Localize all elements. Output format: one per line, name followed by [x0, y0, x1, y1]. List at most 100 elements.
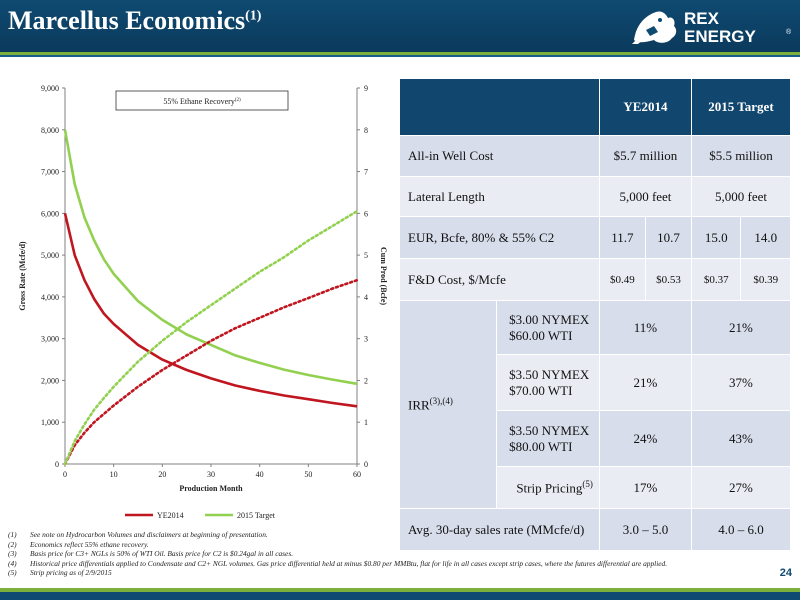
- table-header-blank: [399, 78, 600, 136]
- y2-tick-label: 9: [364, 84, 368, 93]
- y2-tick-label: 4: [364, 293, 368, 302]
- y2-axis-title: Cum Prod (Bcfe): [379, 247, 388, 305]
- x-tick-label: 50: [304, 470, 312, 479]
- row-label: All-in Well Cost: [399, 135, 600, 177]
- table-row-irr-2: $3.50 NYMEX $70.00 WTI 21% 37%: [400, 354, 792, 411]
- y-tick-label: 8,000: [41, 126, 59, 135]
- y-tick-label: 3,000: [41, 335, 59, 344]
- legend-label: 2015 Target: [237, 511, 276, 520]
- cell-target: 4.0 – 6.0: [690, 508, 792, 551]
- footnote: (3) Basis price for C3+ NGLs is 50% of WT…: [8, 549, 294, 559]
- x-tick-label: 40: [256, 470, 264, 479]
- cell-eur-target-55: 14.0: [740, 216, 791, 259]
- table-row-eur: EUR, Bcfe, 80% & 55% C2 11.7 10.7 15.0 1…: [399, 216, 791, 259]
- logo-text-energy: ENERGY: [684, 27, 756, 46]
- x-tick-label: 20: [158, 470, 166, 479]
- annotation-box: [115, 90, 289, 111]
- y-tick-label: 7,000: [41, 168, 59, 177]
- logo-registered-mark: ®: [786, 28, 792, 36]
- y-tick-label: 4,000: [41, 293, 59, 302]
- footnote: (4) Historical price differentials applie…: [8, 558, 668, 568]
- row-label: Avg. 30-day sales rate (MMcfe/d): [399, 508, 600, 551]
- cell-fd-target-55: $0.39: [740, 258, 791, 301]
- x-tick-label: 0: [63, 470, 67, 479]
- table-row-strip: Strip Pricing(5) 17% 27%: [400, 466, 792, 509]
- cell-ye2014: 21%: [598, 354, 692, 411]
- table-row-irr-3: $3.50 NYMEX $80.00 WTI 24% 43%: [400, 410, 792, 467]
- table-row-sales-rate: Avg. 30-day sales rate (MMcfe/d) 3.0 – 5…: [399, 508, 792, 551]
- series-line-2015-target-right: [63, 209, 359, 466]
- y-tick-label: 2,000: [41, 376, 59, 385]
- cell-fd-target-80: $0.37: [690, 258, 742, 301]
- y-axis-title: Gross Rate (Mcfe/d): [18, 241, 27, 311]
- cell-target: $5.5 million: [690, 135, 792, 177]
- table-row-lateral: Lateral Length 5,000 feet 5,000 feet: [399, 176, 792, 217]
- table-row-irr-1: IRR(3),(4) $3.00 NYMEX $60.00 WTI 11% 21%: [398, 300, 792, 509]
- irr-scenario-label: $3.50 NYMEX $70.00 WTI: [496, 354, 600, 411]
- y-tick-label: 0: [55, 460, 59, 469]
- footer-bar: [0, 592, 800, 600]
- table-header-target: 2015 Target: [690, 78, 792, 136]
- cell-fd-ye2014-55: $0.53: [644, 258, 692, 301]
- y-tick-label: 9,000: [41, 84, 59, 93]
- y-tick-label: 5,000: [41, 251, 59, 260]
- x-tick-label: 60: [353, 470, 361, 479]
- footnote: (1) See note on Hydrocarbon Volumes and d…: [8, 530, 268, 539]
- cell-fd-ye2014-80: $0.49: [598, 258, 646, 301]
- cell-target: 43%: [690, 410, 792, 467]
- header-bar: Marcellus Economics(1) REX ENERGY ®: [0, 0, 800, 52]
- rex-energy-logo: REX ENERGY ®: [632, 9, 792, 46]
- y2-tick-label: 0: [364, 460, 368, 469]
- legend-label: YE2014: [157, 511, 184, 520]
- cell-eur-ye2014-55: 10.7: [644, 216, 692, 259]
- x-tick-label: 30: [207, 470, 215, 479]
- footnote: (2) Economics reflect 55% ethane recovery…: [8, 539, 149, 549]
- slide-title: Marcellus Economics(1): [8, 6, 262, 35]
- table-row-fd-cost: F&D Cost, $/Mcfe $0.49 $0.53 $0.37 $0.39: [399, 258, 791, 301]
- annotation-text: 55% Ethane Recovery(2): [163, 97, 241, 106]
- cell-ye2014: 17%: [598, 466, 692, 509]
- y2-tick-label: 2: [364, 376, 368, 385]
- row-label: F&D Cost, $/Mcfe: [399, 258, 600, 301]
- header-rule-green: [0, 52, 800, 55]
- cell-target: 21%: [690, 300, 792, 355]
- series-line-ye2014-right: [63, 278, 359, 466]
- series-line-2015-target-left: [63, 129, 358, 386]
- header-rule-blue: [0, 55, 800, 57]
- y2-tick-label: 8: [364, 126, 368, 135]
- production-chart: 0 1,000 2,000 3,000 4,000 5,000 6,000 7,000 8,00…: [18, 84, 388, 520]
- table-header-ye2014: YE2014: [598, 78, 692, 136]
- y2-tick-label: 7: [364, 168, 368, 177]
- y-tick-label: 6,000: [41, 209, 59, 218]
- cell-ye2014: 5,000 feet: [598, 176, 692, 217]
- strip-label: Strip Pricing(5): [496, 466, 600, 509]
- footnotes: (1) See note on Hydrocarbon Volumes and d…: [8, 530, 768, 578]
- page-number: 24: [779, 567, 792, 579]
- y2-tick-label: 5: [364, 251, 368, 260]
- series-line-ye2014-left: [63, 213, 358, 408]
- y2-tick-label: 6: [364, 209, 368, 218]
- row-label: Lateral Length: [399, 176, 600, 217]
- x-axis-title: Production Month: [179, 484, 243, 493]
- footer-rule-green: [0, 588, 800, 592]
- y2-tick-label: 1: [364, 418, 368, 427]
- cell-eur-target-80: 15.0: [690, 216, 742, 259]
- table-row-well-cost: All-in Well Cost $5.7 million $5.5 milli…: [399, 135, 792, 177]
- economics-table: YE2014 2015 Target All-in Well Cost $5.7…: [398, 78, 792, 551]
- cell-ye2014: 24%: [598, 410, 692, 467]
- row-label: EUR, Bcfe, 80% & 55% C2: [399, 216, 600, 259]
- cell-target: 27%: [690, 466, 792, 509]
- cell-ye2014: 11%: [598, 300, 692, 355]
- footnote: (5) Strip pricing as of 2/9/2015: [8, 568, 112, 578]
- x-tick-label: 10: [110, 470, 118, 479]
- irr-label: IRR(3),(4): [398, 300, 498, 509]
- logo-text-rex: REX: [684, 9, 720, 28]
- y-tick-label: 1,000: [41, 418, 59, 427]
- irr-scenario-label: $3.50 NYMEX $80.00 WTI: [496, 410, 600, 467]
- irr-scenario-label: $3.00 NYMEX $60.00 WTI: [496, 300, 600, 355]
- cell-target: 5,000 feet: [690, 176, 792, 217]
- cell-eur-ye2014-80: 11.7: [598, 216, 646, 259]
- cell-ye2014: $5.7 million: [598, 135, 692, 177]
- cell-target: 37%: [690, 354, 792, 411]
- y2-tick-label: 3: [364, 335, 368, 344]
